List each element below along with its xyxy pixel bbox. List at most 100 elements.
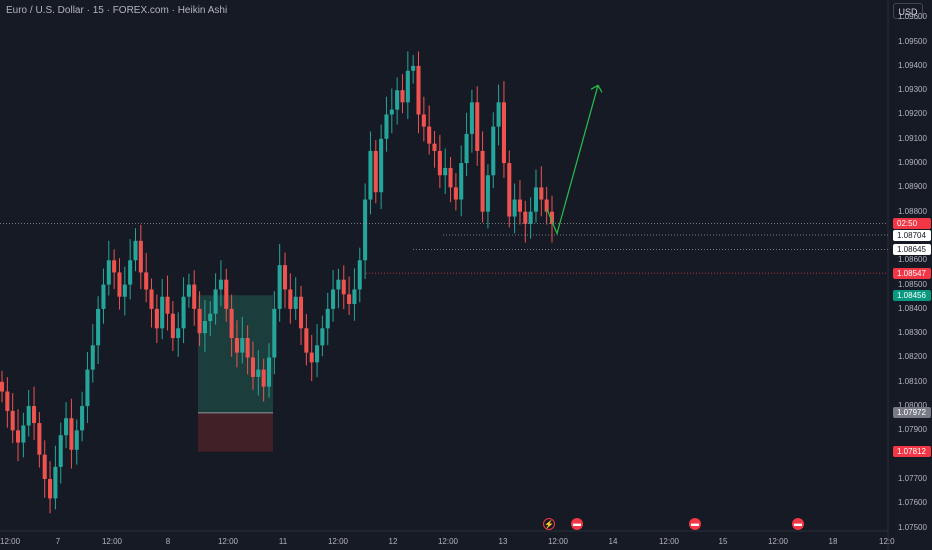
candle-body (459, 163, 464, 200)
position-profit-zone (198, 295, 273, 413)
time-axis-tick: 11 (278, 537, 288, 546)
candle-body (549, 211, 555, 224)
candle-body (85, 369, 90, 407)
price-tag: 1.08547 (893, 267, 931, 279)
price-axis-tick: 1.09000 (898, 158, 927, 168)
time-axis-tick: 12:00 (327, 537, 349, 546)
candle-body (250, 357, 255, 377)
price-axis-tick: 1.08200 (898, 352, 927, 362)
us-flag-event-icon[interactable]: ▬ (792, 518, 804, 530)
candle-body (106, 260, 111, 285)
candle-body (315, 345, 320, 363)
candle-body (341, 279, 346, 295)
candle-body (42, 454, 47, 479)
candle-body (475, 102, 480, 151)
price-tag: 1.08704 (893, 229, 931, 241)
candle-body (304, 328, 309, 353)
candle-body (523, 211, 528, 224)
time-axis-tick: 12:00 (101, 537, 123, 546)
candle-body (272, 308, 277, 358)
candle-body (336, 279, 341, 290)
price-tag: 1.08456 (893, 289, 931, 301)
price-axis-tick: 1.07900 (898, 425, 927, 435)
candle-body (240, 338, 245, 353)
us-flag-event-icon[interactable]: ▬ (571, 518, 583, 530)
price-axis-tick: 1.09300 (898, 85, 927, 95)
candle-body (138, 240, 143, 273)
candle-body (170, 313, 175, 339)
candle-body (112, 260, 117, 273)
candle-body (416, 65, 421, 115)
price-axis-tick: 1.07600 (898, 498, 927, 508)
time-axis-tick: 12:00 (767, 537, 789, 546)
candle-body (288, 289, 293, 309)
candle-body (331, 289, 336, 309)
candle-body (421, 114, 426, 127)
candle-body (282, 265, 288, 290)
candle-body (373, 150, 378, 193)
candle-body (117, 272, 122, 297)
time-axis-tick: 18 (828, 537, 838, 546)
currency-selector-button[interactable]: USD (893, 3, 923, 19)
time-axis-tick: 13 (498, 537, 508, 546)
price-axis-tick: 1.09500 (898, 36, 927, 46)
price-tag: 1.07812 (893, 446, 931, 458)
time-axis-tick: 12:00 (547, 537, 569, 546)
candle-body (309, 352, 314, 363)
candle-body (186, 284, 191, 297)
price-axis-tick: 1.09100 (898, 133, 927, 143)
candle-body (234, 338, 239, 353)
projection-arrow-line (546, 85, 599, 236)
candle-body (261, 369, 266, 387)
price-axis-tick: 1.08600 (898, 255, 927, 265)
candle-body (395, 90, 400, 110)
symbol-title[interactable]: Euro / U.S. Dollar · 15 · FOREX.com · He… (6, 5, 228, 16)
time-axis-tick: 8 (165, 537, 171, 546)
candle-body (197, 308, 202, 334)
us-flag-event-icon[interactable]: ▬ (689, 518, 701, 530)
candle-body (256, 369, 261, 377)
lightning-event-icon[interactable]: ⚡ (543, 518, 555, 530)
candle-body (154, 308, 159, 329)
candle-body (432, 143, 437, 151)
candle-body (453, 187, 458, 200)
price-axis-tick: 1.09200 (898, 109, 927, 119)
candle-body (368, 150, 373, 200)
candle-body (21, 425, 26, 443)
candle-body (181, 296, 186, 329)
price-axis-tick: 1.07500 (898, 522, 927, 532)
candle-body (58, 435, 63, 467)
candle-body (443, 167, 448, 176)
candle-body (176, 328, 181, 339)
candle-body (53, 466, 58, 499)
candle-body (208, 313, 213, 322)
price-axis-tick: 1.08100 (898, 376, 927, 386)
candle-body (80, 406, 85, 431)
candle-body (32, 406, 37, 424)
candle-body (485, 175, 490, 212)
candle-body (122, 284, 127, 297)
price-axis-tick: 1.09600 (898, 12, 927, 22)
price-axis-tick: 1.08400 (898, 303, 927, 313)
time-axis-tick: 14 (608, 537, 618, 546)
position-loss-zone (198, 412, 273, 452)
candle-body (74, 430, 79, 450)
candle-body (96, 308, 101, 346)
candle-body (405, 70, 410, 103)
time-axis-tick: 12:0 (879, 537, 895, 546)
candle-body (448, 167, 453, 188)
candle-body (437, 150, 442, 176)
candle-body (224, 279, 229, 309)
time-axis-tick: 12 (388, 537, 398, 546)
candle-body (347, 294, 352, 305)
time-axis-tick: 7 (55, 537, 61, 546)
time-axis-tick: 12:00 (437, 537, 459, 546)
candle-body (213, 289, 218, 314)
candle-body (325, 308, 330, 329)
price-tag: 02:50 (893, 217, 931, 229)
candle-body (357, 260, 362, 290)
candle-body (5, 391, 10, 411)
candle-body (400, 90, 405, 103)
